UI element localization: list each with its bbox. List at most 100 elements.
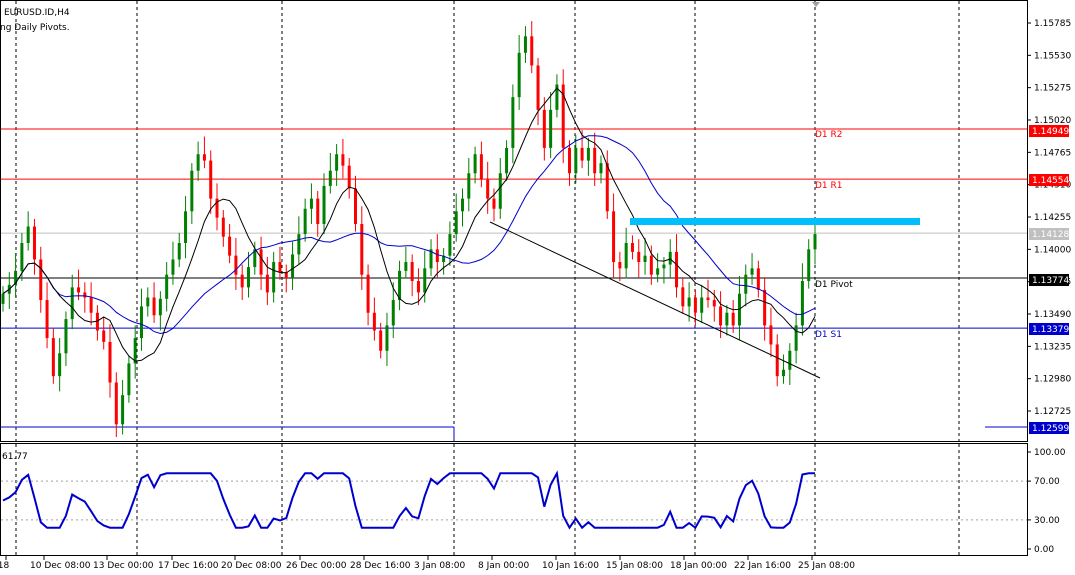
overlays [489, 218, 920, 379]
candle-body [750, 268, 754, 275]
candle-body [177, 242, 181, 260]
candle-body [813, 234, 817, 250]
price-tick-label: 1.15275 [1034, 84, 1071, 94]
indicator-title: ng Daily Pivots. [0, 23, 70, 33]
oscillator-value: 61.77 [2, 452, 28, 462]
price-tick-label: 1.12980 [1034, 375, 1071, 385]
candle-body [303, 208, 307, 235]
candle-body [511, 97, 515, 148]
candle-body [442, 255, 446, 263]
candle-body [416, 281, 420, 293]
candle-body [486, 179, 490, 199]
r1-price-tag: 1.14554 [1032, 176, 1069, 186]
time-tick-label: 15 Jan 08:00 [606, 561, 663, 571]
candle-body [209, 160, 213, 199]
candle-body [467, 173, 471, 199]
candle-body [152, 297, 156, 316]
low-price-tag: 1.12599 [1032, 424, 1069, 434]
candle-body [561, 84, 565, 148]
candle-body [372, 312, 376, 331]
candle-body [410, 262, 414, 282]
candle-body [794, 325, 798, 351]
candle-body [404, 262, 408, 271]
price-tick-label: 1.13235 [1034, 342, 1071, 352]
time-tick-label: 25 Jan 08:00 [798, 561, 855, 571]
trendline[interactable] [489, 221, 821, 379]
candle-body [133, 338, 137, 364]
s1-price-tag: 1.13379 [1032, 325, 1069, 335]
grid-lines [1, 1, 1027, 555]
candle-body [158, 298, 162, 316]
candle-body [807, 249, 811, 282]
candle-body [612, 211, 616, 263]
candle-body [700, 297, 704, 313]
oscillator [2, 470, 815, 530]
candle-body [763, 289, 767, 326]
candle-body [353, 188, 357, 224]
time-tick-label: 3 Jan 08:00 [414, 561, 466, 571]
fast-moving-average [2, 87, 816, 362]
current-price-tag: 1.14128 [1032, 230, 1069, 240]
price-panel-frame [0, 0, 1028, 442]
candle-body [586, 147, 590, 161]
candle-body [234, 255, 238, 275]
candle-body [719, 306, 723, 326]
candle-body [517, 52, 521, 98]
candle-body [347, 165, 351, 189]
highlight-rectangle[interactable] [630, 218, 920, 225]
candle-body [385, 325, 389, 351]
price-tick-label: 1.15785 [1034, 19, 1071, 29]
candle-body [675, 251, 679, 288]
pivot-price-tag-bg [1029, 274, 1069, 286]
candle-body [454, 211, 458, 235]
candle-body [259, 249, 263, 275]
candle-body [630, 242, 634, 252]
pivot-label: D1 Pivot [815, 280, 853, 290]
candles [1, 21, 817, 437]
pivot-s1-label: D1 S1 [815, 330, 842, 340]
candle-body [473, 154, 477, 174]
candle-body [398, 270, 402, 301]
candle-body [32, 226, 36, 260]
candle-body [215, 198, 219, 218]
low-price-tag-bg [1029, 422, 1069, 434]
time-tick-label: 10 Dec 08:00 [30, 561, 91, 571]
symbol-title: EURUSD.ID,H4 [4, 8, 70, 18]
candle-body [284, 272, 288, 278]
candle-body [108, 341, 112, 383]
price-tick-label: 1.14255 [1034, 213, 1071, 223]
candle-body [498, 173, 502, 209]
candle-body [693, 297, 697, 313]
candle-body [530, 36, 534, 66]
candle-body [139, 306, 143, 339]
candle-body [656, 268, 660, 275]
candle-body [668, 251, 672, 265]
chart-shift-marker[interactable] [812, 2, 820, 7]
pivot-price-tag: 1.13774 [1032, 276, 1069, 286]
candle-body [328, 170, 332, 186]
candle-body [366, 274, 370, 313]
candle-body [341, 154, 345, 166]
pivot-levels [1, 128, 1027, 441]
candle-body [316, 198, 320, 224]
candle-body [391, 300, 395, 326]
candle-body [127, 363, 131, 396]
candle-body [580, 147, 584, 161]
candle-body [114, 382, 118, 425]
axes: 1.15785 1.15530 1.15275 1.15020 1.14765 1.145… [0, 19, 1071, 571]
candle-body [593, 147, 597, 174]
candle-body [775, 344, 779, 377]
candle-body [549, 109, 553, 148]
candle-body [246, 267, 250, 288]
s1-price-tag-bg [1029, 323, 1069, 335]
r2-price-tag-bg [1029, 125, 1069, 137]
candle-body [618, 262, 622, 269]
time-tick-label: 10 Jan 16:00 [542, 561, 599, 571]
price-tick-label: 1.15530 [1034, 51, 1071, 61]
candle-body [568, 147, 572, 174]
candle-body [706, 297, 710, 301]
osc-tick-label: 0.00 [1034, 545, 1054, 555]
candle-body [423, 268, 427, 293]
candle-body [542, 109, 546, 148]
